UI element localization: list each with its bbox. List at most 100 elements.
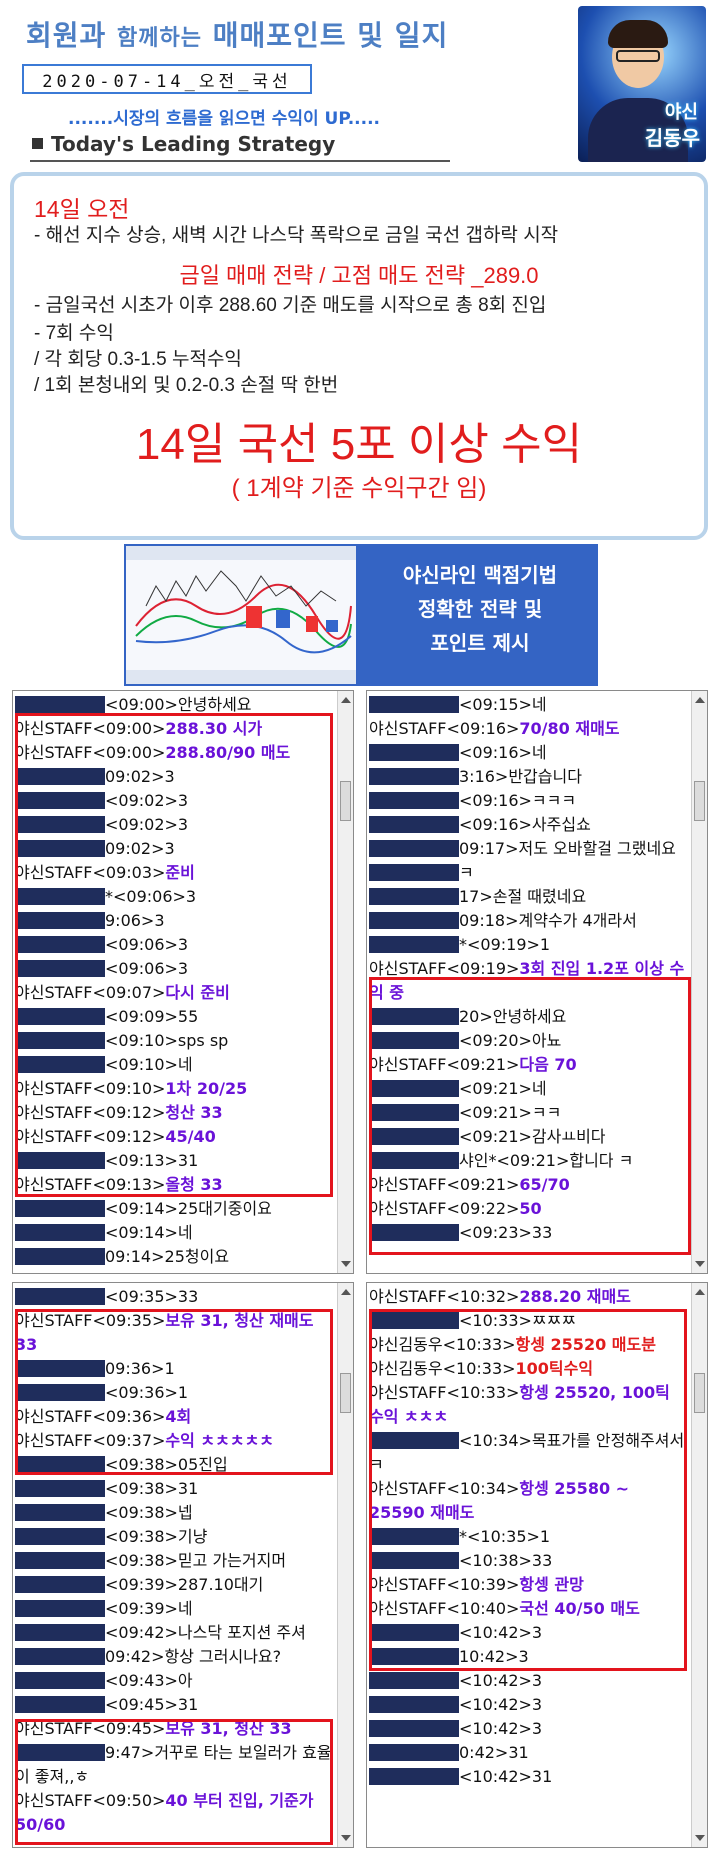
masked-username (15, 1200, 105, 1217)
highlight-box (369, 977, 691, 1255)
chat-time: <09:38>넵 (105, 1503, 193, 1522)
chat-panel-4[interactable]: 야신STAFF<10:32>288.20 재매도 <10:33>ㅉㅉㅉ 야신김동우<… (366, 1282, 708, 1848)
masked-username (15, 912, 105, 929)
chat-message: <09:09>55 (15, 1005, 335, 1029)
chat-message: 야신STAFF<10:39>항셍 관망 (369, 1573, 689, 1597)
masked-username (15, 1672, 105, 1689)
chat-time: <09:22> (446, 1199, 520, 1218)
scroll-up-icon[interactable] (341, 1289, 351, 1295)
chat-message: <09:38>믿고 가는거지머 (15, 1549, 335, 1573)
masked-username (369, 1528, 459, 1545)
banner-line-2: 정확한 전략 및 (417, 597, 543, 621)
masked-username (369, 744, 459, 761)
scrollbar[interactable] (337, 691, 353, 1273)
chat-message: <10:42>3 (369, 1669, 689, 1693)
masked-username (369, 1744, 459, 1761)
chat-time: <09:14>25대기중이요 (105, 1199, 272, 1218)
date-label: 2020-07-14_오전_국선 (22, 64, 312, 94)
masked-username (15, 1360, 105, 1377)
chat-username: 야신STAFF (15, 1175, 93, 1194)
chat-username: 야신STAFF (15, 863, 93, 882)
chat-message: 09:36>1 (15, 1357, 335, 1381)
chat-message: 9:47>거꾸로 타는 보일러가 효율이 좋져,,ㅎ (15, 1741, 335, 1789)
promo-banner[interactable]: 야신라인 맥점기법 정확한 전략 및 포인트 제시 (124, 544, 598, 686)
chat-username: 야신STAFF (15, 1103, 93, 1122)
chat-message: <09:14>25대기중이요 (15, 1197, 335, 1221)
chat-time: <10:42>3 (459, 1695, 543, 1714)
chat-message: *<09:19>1 (369, 933, 689, 957)
scroll-up-icon[interactable] (695, 697, 705, 703)
section-heading-text: Today's Leading Strategy (51, 132, 336, 156)
chat-time: <09:45>31 (105, 1695, 199, 1714)
chat-message: <09:39>287.10대기 (15, 1573, 335, 1597)
chat-message: 야신김동우<10:33>항셍 25520 매도분 (369, 1333, 689, 1357)
scroll-up-icon[interactable] (341, 697, 351, 703)
chat-panel-3[interactable]: <09:35>33 야신STAFF<09:35>보유 31, 청산 재매도 33 0… (12, 1282, 354, 1848)
strategy-heading: 금일 매매 전략 / 고점 매도 전략 _289.0 (179, 263, 539, 288)
chat-time: <09:16>사주십쇼 (459, 815, 591, 834)
scroll-down-icon[interactable] (341, 1261, 351, 1267)
masked-username (15, 1248, 105, 1265)
scroll-thumb[interactable] (694, 781, 705, 821)
chat-message: 야신STAFF<09:00>288.30 시가 (15, 717, 335, 741)
scrollbar[interactable] (337, 1283, 353, 1847)
scrollbar[interactable] (691, 691, 707, 1273)
masked-username (369, 1128, 459, 1145)
chat-message: 야신STAFF<09:21>다음 70 (369, 1053, 689, 1077)
chat-time: 샤인*<09:21>합니다 ㅋ (459, 1151, 634, 1170)
chat-text: 1차 20/25 (165, 1079, 248, 1098)
scrollbar[interactable] (691, 1283, 707, 1847)
chat-text: 항셍 25520, 100틱 수익 ㅊㅊㅊ (369, 1383, 670, 1426)
chat-log: <09:00>안녕하세요 야신STAFF<09:00>288.30 시가 야신STA… (15, 693, 335, 1269)
scroll-down-icon[interactable] (695, 1835, 705, 1841)
avatar-hair (608, 20, 668, 48)
chat-time: <09:16>ㅋㅋㅋ (459, 791, 577, 810)
chat-username: 야신STAFF (369, 1383, 447, 1402)
scroll-thumb[interactable] (694, 1373, 705, 1413)
banner-line-3: 포인트 제시 (430, 631, 530, 655)
chat-message: <09:02>3 (15, 813, 335, 837)
page-title: 회원과 함께하는 매매포인트 및 일지 (26, 14, 448, 54)
masked-username (15, 1056, 105, 1073)
chat-time: <10:42>3 (459, 1719, 543, 1738)
masked-username (15, 1480, 105, 1497)
chat-time: <09:03> (92, 863, 166, 882)
chat-panel-1[interactable]: <09:00>안녕하세요 야신STAFF<09:00>288.30 시가 야신STA… (12, 690, 354, 1274)
chat-message: <09:39>네 (15, 1597, 335, 1621)
chat-message: 09:02>3 (15, 837, 335, 861)
chat-time: <10:38>33 (459, 1551, 553, 1570)
scroll-down-icon[interactable] (695, 1261, 705, 1267)
chat-time: <10:39> (446, 1575, 520, 1594)
chat-time: 20>안녕하세요 (459, 1007, 567, 1026)
scroll-down-icon[interactable] (341, 1835, 351, 1841)
chat-message: *<10:35>1 (369, 1525, 689, 1549)
chat-username: 야신김동우 (369, 1335, 443, 1354)
chat-text: 다시 준비 (165, 983, 230, 1002)
scroll-up-icon[interactable] (695, 1289, 705, 1295)
chat-text: 청산 33 (165, 1103, 223, 1122)
chat-panel-2[interactable]: <09:15>네 야신STAFF<09:16>70/80 재매도 <09:16>네 3… (366, 690, 708, 1274)
chat-text: 수익 ㅊㅊㅊㅊㅊ (165, 1431, 275, 1450)
avatar-name-1: 야신 (664, 102, 698, 123)
chat-time: <09:16>네 (459, 743, 547, 762)
chat-log: <09:35>33 야신STAFF<09:35>보유 31, 청산 재매도 33 0… (15, 1285, 335, 1837)
chat-text: 준비 (165, 863, 195, 882)
strategy-line: / 1회 본청내외 및 0.2-0.3 손절 딱 한번 (34, 375, 339, 396)
chat-message: 20>안녕하세요 (369, 1005, 689, 1029)
chat-username: 야신STAFF (15, 983, 93, 1002)
chat-time: <09:06>3 (105, 935, 189, 954)
strategy-line: - 7회 수익 (34, 323, 114, 344)
page-header: 회원과 함께하는 매매포인트 및 일지 2020-07-14_오전_국선 ...… (0, 0, 720, 170)
chat-message: 야신STAFF<09:36>4회 (15, 1405, 335, 1429)
chat-message: 야신STAFF<09:00>288.80/90 매도 (15, 741, 335, 765)
chat-time: <09:15>네 (459, 695, 547, 714)
chat-time: <09:21> (446, 1055, 520, 1074)
chat-message: <09:14>네 (15, 1221, 335, 1245)
chat-time: <09:39>287.10대기 (105, 1575, 264, 1594)
masked-username (15, 816, 105, 833)
masked-username (369, 1552, 459, 1569)
scroll-thumb[interactable] (340, 781, 351, 821)
chat-username: 야신STAFF (15, 1719, 93, 1738)
scroll-thumb[interactable] (340, 1373, 351, 1413)
chat-message: <09:06>3 (15, 957, 335, 981)
